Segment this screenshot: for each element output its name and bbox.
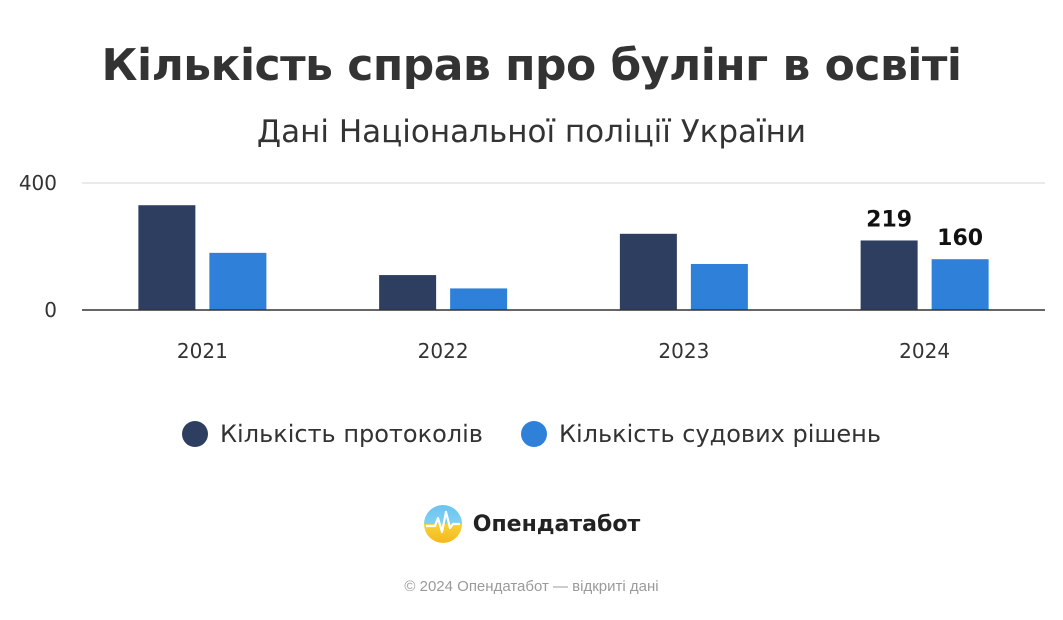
legend: Кількість протоколів Кількість судових р… [0, 420, 1063, 448]
bar [450, 288, 508, 310]
chart-title: Кількість справ про булінг в освіті [101, 40, 962, 91]
legend-swatch-protocols [182, 421, 209, 447]
x-tick-label: 2021 [177, 339, 228, 363]
bar [690, 263, 748, 310]
legend-label-decisions: Кількість судових рішень [558, 420, 881, 448]
opendatabot-logo-icon [423, 505, 462, 543]
bar [379, 275, 437, 310]
bar-chart: 0 400 2021 2022 2023 2024 219 160 [19, 171, 1045, 363]
legend-item-protocols[interactable]: Кількість протоколів [182, 420, 483, 448]
brand-name: Опендатабот [472, 511, 641, 537]
bar [931, 259, 989, 310]
x-tick-label: 2022 [418, 339, 469, 363]
x-tick-label: 2024 [899, 339, 950, 363]
brand: Опендатабот [0, 504, 1063, 544]
legend-item-decisions[interactable]: Кількість судових рішень [520, 420, 881, 448]
y-tick-label: 0 [44, 298, 57, 322]
bar [860, 240, 918, 310]
legend-label-protocols: Кількість протоколів [220, 420, 483, 448]
data-label: 219 [866, 207, 912, 232]
bar [209, 252, 267, 310]
footer-text: © 2024 Опендатабот — відкриті дані [404, 578, 659, 595]
bar [138, 205, 196, 310]
legend-swatch-decisions [520, 421, 547, 447]
bar [619, 233, 677, 310]
chart-subtitle: Дані Національної поліції України [256, 114, 807, 150]
x-tick-label: 2023 [658, 339, 709, 363]
y-tick-label: 400 [19, 171, 57, 195]
data-label: 160 [937, 226, 983, 251]
